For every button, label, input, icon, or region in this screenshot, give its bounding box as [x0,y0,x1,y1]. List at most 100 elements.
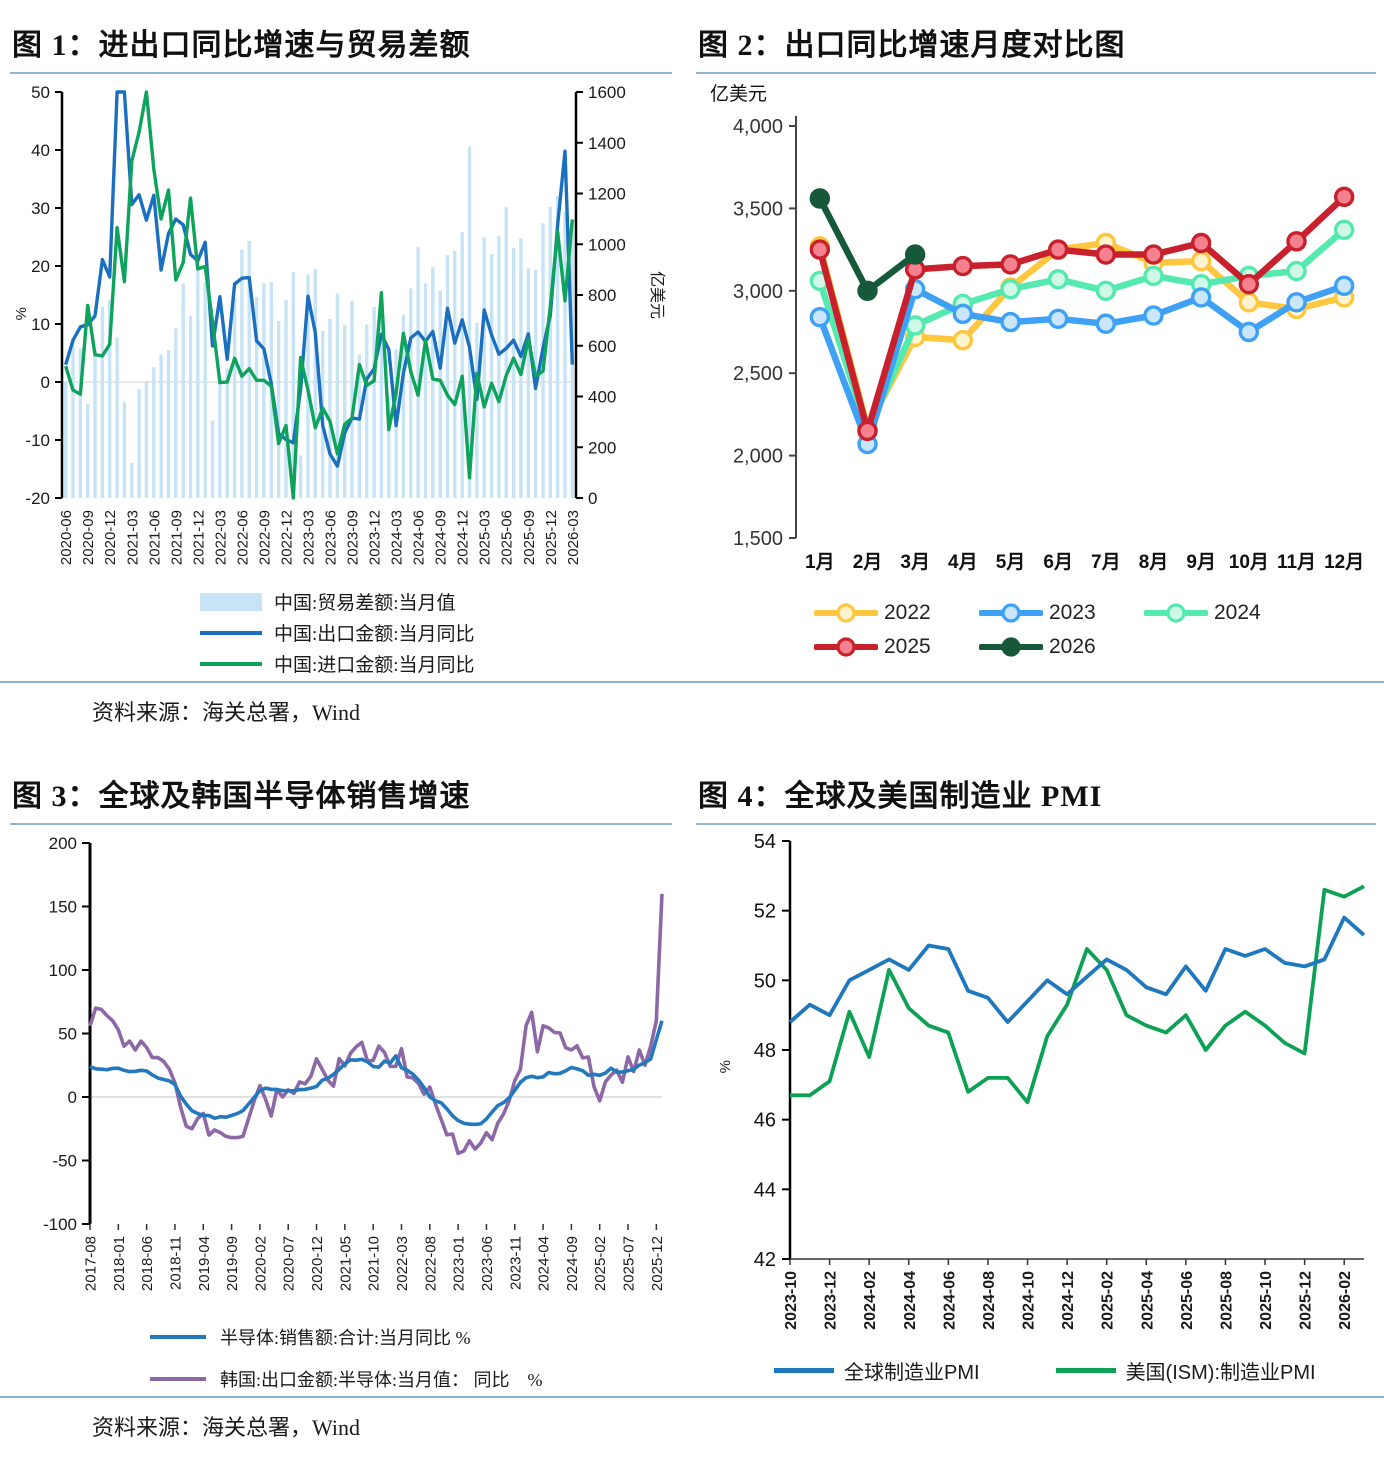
fig1-bar [563,211,567,499]
fig1-bar [78,348,83,498]
tick-label: 1月 [805,552,835,573]
tick-label: 48 [754,1040,776,1062]
tick-label: 2025-08 [1218,1271,1235,1330]
tick-label: 2月 [853,552,883,573]
tick-label: 46 [754,1110,776,1132]
fig3-left-axis: -100 -50 0 50 100 150 200 [43,834,92,1234]
fig1-bar [152,367,156,498]
tick-label: 7月 [1091,552,1121,573]
fig2-series-2025 [809,186,1355,442]
tick-label: 2020-09 [80,510,97,565]
fig3-korea-line [88,893,664,1156]
fig1-bar [93,349,97,498]
fig1-bar [431,267,435,498]
tick-label: 2018-06 [139,1236,156,1291]
fig2-marker-2024 [1047,269,1069,290]
fig1-panel: 图 1：进出口同比增速与贸易差额 -20 -10 0 10 20 30 40 50% 0 200 4… [0,6,676,677]
fig1-bar [489,254,494,498]
fig1-bar [511,248,516,498]
fig1-bar [555,196,560,498]
fig2-marker-2025 [1143,244,1164,265]
fig2-marker-2024 [1095,280,1117,302]
tick-label: 6月 [1043,552,1073,573]
tick-label: 10月 [1229,552,1269,573]
fig1-bar [166,350,171,498]
tick-label: 2024-03 [389,510,406,565]
tick-label: 2024-09 [564,1236,581,1291]
tick-label: 2023-09 [345,510,362,565]
source-note-bottom: 资料来源：海关总署，Wind [92,1415,360,1440]
fig1-legend-swatch [200,630,262,635]
tick-label: 9月 [1186,552,1216,573]
tick-label: 2020-02 [252,1236,269,1291]
fig1-legend-label: 中国:出口金额:当月同比 [274,624,475,645]
fig1-bar [159,354,163,498]
fig4-panel: 图 4：全球及美国制造业 PMI 42 44 46 48 50 52 54% 2023-10 2… [676,757,1384,1385]
fig2-marker-2024 [1333,219,1355,241]
fig1-export-line [64,90,574,468]
tick-label: 2022-06 [234,510,251,565]
fig1-bar [144,382,149,498]
fig2-legend-label: 2025 [884,635,931,658]
fig4-canvas: 42 44 46 48 50 52 54% 2023-10 2023-12 2024-02 2024… [717,831,1366,1330]
fig3-x-ticks: 2017-08 2018-01 2018-06 2018-11 2019-04 2019-… [83,1224,666,1291]
tick-label: 1,500 [733,528,783,550]
tick-label: 2025-10 [1258,1271,1275,1330]
fig2-marker-2023 [952,303,974,325]
fig1-bar [115,337,119,498]
fig3-legend-label: 韩国:出口金额:半导体:当月值： 同比 % [220,1370,543,1390]
fig1-bar [262,283,266,498]
fig2-marker-2023 [1095,313,1117,334]
tick-label: 2024-04 [536,1236,553,1291]
fig2-marker-2023 [1238,321,1260,343]
tick-label: 2022-08 [422,1236,439,1291]
tick-label: 2020-06 [58,510,75,565]
fig2-panel: 图 2：出口同比增速月度对比图 1,500 2,000 2,500 3,000 3,50… [676,6,1384,659]
fig1-bar [438,290,442,498]
tick-label: 50 [31,83,50,102]
fig2-legend-item-2022: 2022 [814,601,979,625]
tick-label: 2026-02 [1337,1271,1354,1330]
fig1-bar [335,293,340,498]
fig2-marker-2023 [1190,287,1212,308]
fig1-bar [313,269,317,498]
fig1-bar [357,354,362,498]
fig1-bar [137,389,141,498]
fig1-bar [203,282,207,498]
tick-label: 8月 [1139,552,1169,573]
fig1-bar [225,368,229,498]
fig2-marker-2023 [1333,275,1355,297]
tick-label: 2021-03 [124,510,141,565]
fig1-bar [298,455,303,498]
fig2-legend-label: 2026 [1049,635,1096,658]
fig4-legend-item-0: 全球制造业PMI [774,1356,980,1385]
fig2-legend-item-2025: 2025 [814,635,979,659]
tick-label: 2023-06 [323,510,340,565]
tick-label: 2023-03 [300,510,317,565]
fig1-x-tick-labels: 2020-06 2020-09 2020-12 2021-03 2021-06 2021-… [58,510,582,565]
tick-label: 2023-11 [507,1236,524,1290]
fig1-title: 图 1：进出口同比增速与贸易差额 [12,29,471,62]
fig1-bar [548,206,552,498]
fig4-legend-label: 美国(ISM):制造业PMI [1125,1362,1316,1384]
chart-shape [1166,603,1186,623]
fig2-marker-2023 [1143,305,1164,326]
fig2-marker-2025 [1095,244,1117,265]
chart-shape [1001,603,1021,623]
tick-label: 200 [49,834,77,853]
source-block-top: 资料来源：海关总署，Wind [0,681,1384,727]
tick-label: 2023-01 [451,1236,468,1291]
fig1-bar [64,382,68,498]
fig2-legend-label: 2024 [1214,601,1261,624]
tick-label: 2025-12 [1298,1271,1315,1330]
fig2-legend-swatch [979,637,1043,657]
fig2-series-2026 [809,188,926,302]
fig2-marker-2025 [1047,239,1069,260]
tick-label: 2024-08 [981,1271,998,1330]
tick-label: 2023-06 [479,1236,496,1291]
source-note-top: 资料来源：海关总署，Wind [92,700,360,725]
chart-shape [816,193,1348,435]
tick-label: 2022-12 [278,510,295,565]
fig3-panel: 图 3：全球及韩国半导体销售增速 -100 -50 0 50 100 150 200 2017… [0,757,676,1392]
tick-label: 2021-12 [190,510,207,565]
